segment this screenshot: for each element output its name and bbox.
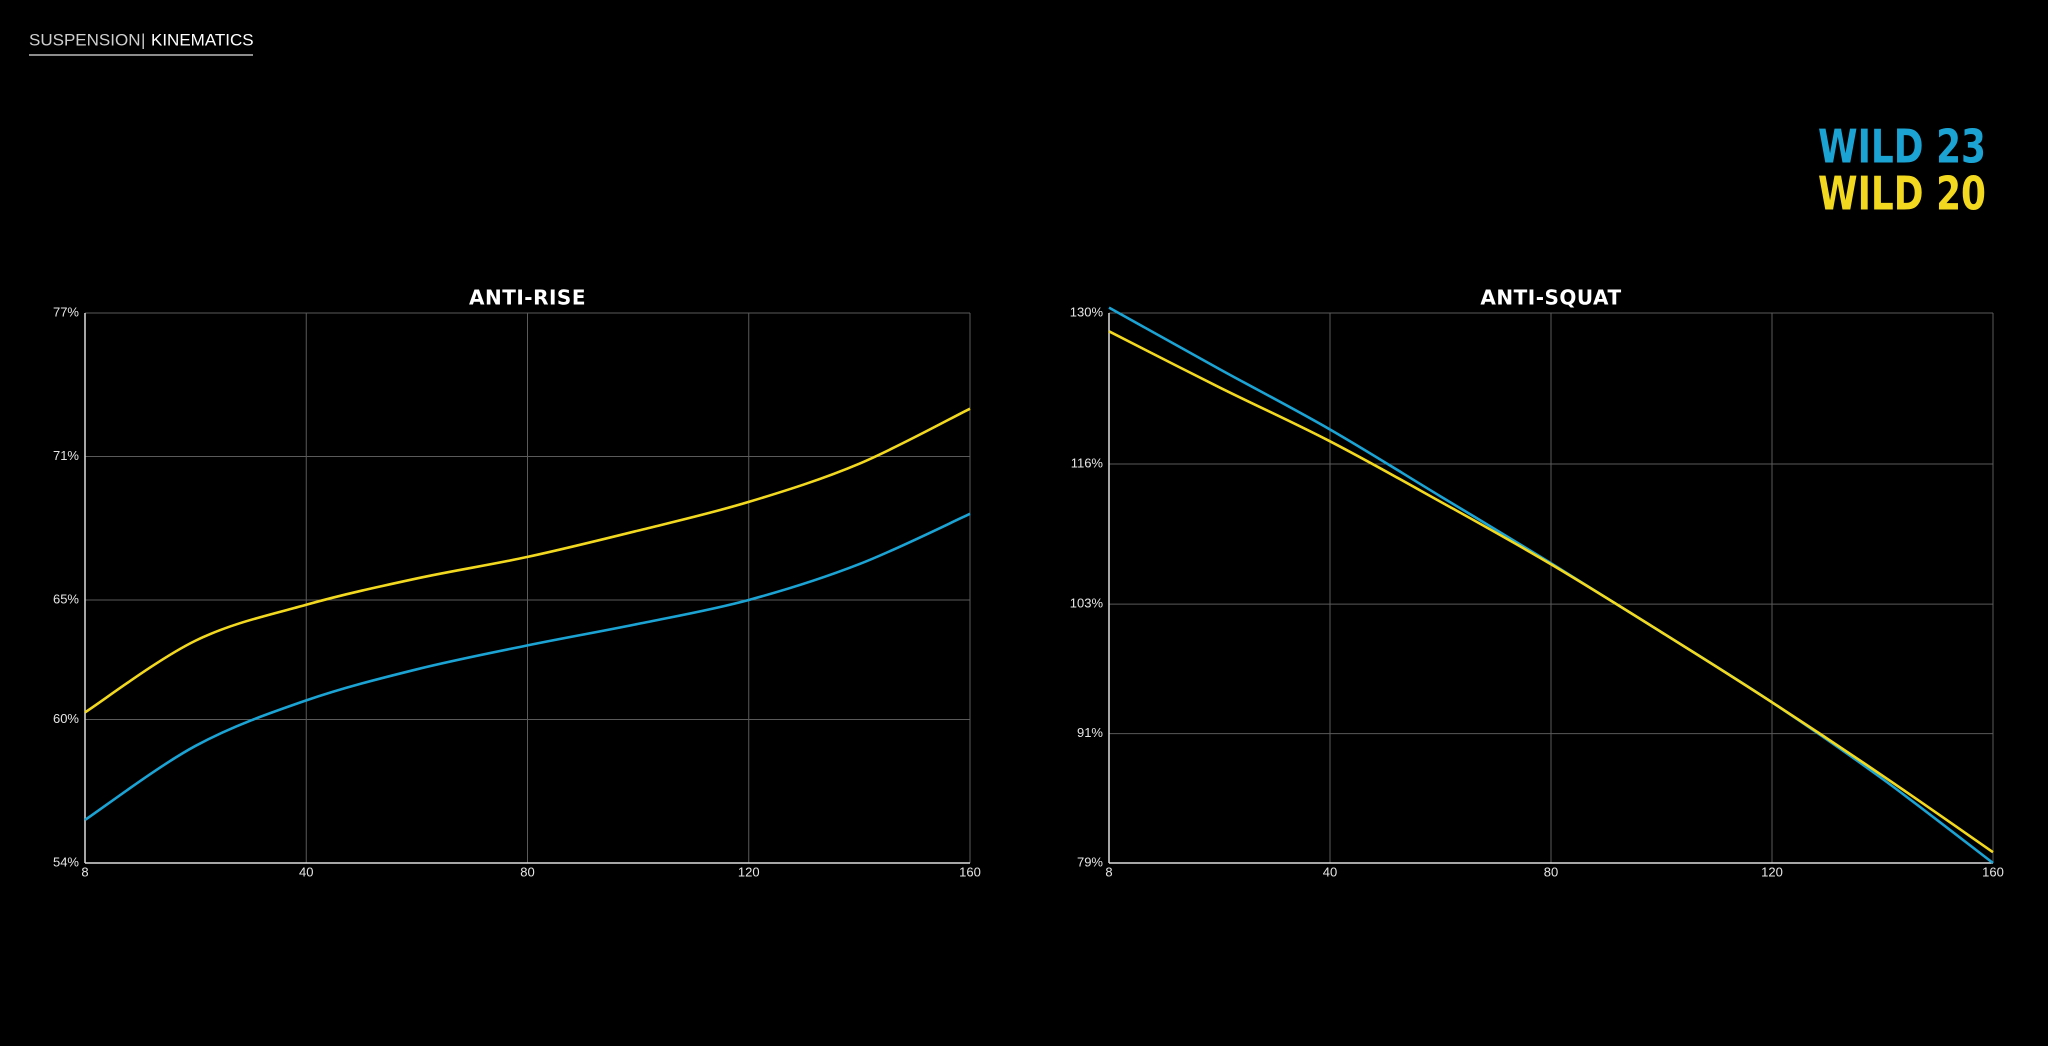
x-tick-label: 160: [959, 864, 981, 879]
y-tick-label: 130%: [1070, 304, 1104, 319]
y-tick-label: 71%: [53, 448, 79, 463]
page-label[interactable]: KINEMATICS: [151, 30, 254, 49]
series-line: [84, 407, 971, 714]
legend-entry: WILD 23: [1818, 120, 1986, 174]
x-tick-label: 160: [1982, 864, 2004, 879]
x-tick-label: 40: [1323, 864, 1337, 879]
series-line: [84, 512, 971, 822]
y-tick-label: 65%: [53, 591, 79, 606]
x-tick-label: 8: [1105, 864, 1112, 879]
separator: |: [141, 30, 145, 49]
chart-title: ANTI-SQUAT: [1480, 286, 1621, 310]
x-tick-label: 120: [738, 864, 760, 879]
y-tick-label: 91%: [1077, 725, 1103, 740]
y-tick-label: 77%: [53, 304, 79, 319]
x-tick-label: 120: [1761, 864, 1783, 879]
x-tick-label: 40: [299, 864, 313, 879]
legend-entry: WILD 20: [1818, 167, 1986, 221]
y-tick-label: 60%: [53, 711, 79, 726]
y-tick-label: 116%: [1071, 455, 1104, 470]
y-tick-label: 79%: [1077, 854, 1103, 869]
x-tick-label: 80: [520, 864, 534, 879]
y-tick-label: 54%: [53, 854, 79, 869]
section-label: SUSPENSION: [29, 30, 140, 49]
y-tick-label: 103%: [1070, 596, 1104, 611]
x-tick-label: 80: [1544, 864, 1558, 879]
x-tick-label: 8: [81, 864, 88, 879]
chart-title: ANTI-RISE: [469, 286, 586, 310]
series-line: [1108, 330, 1994, 854]
